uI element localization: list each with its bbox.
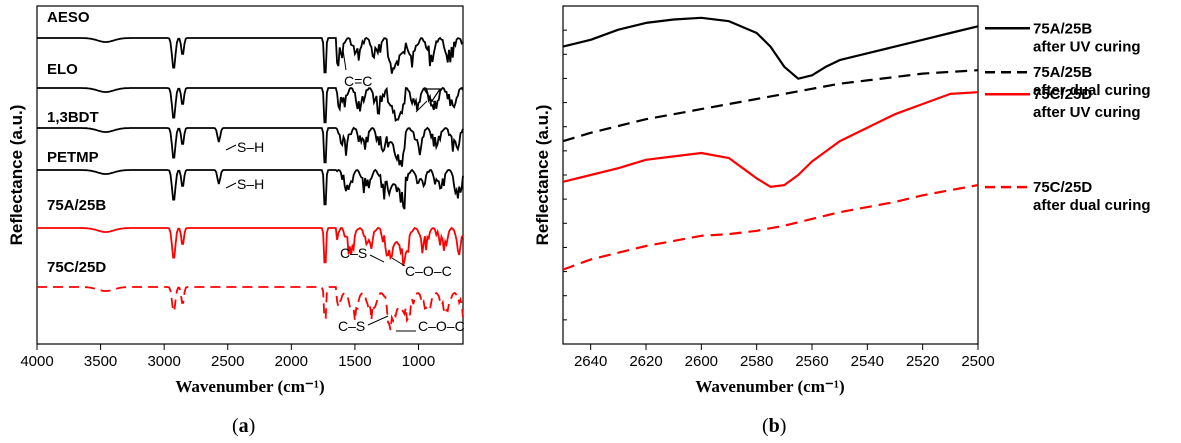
panel-b-xtick-label: 2640	[574, 353, 607, 370]
panel-b-letter: b	[769, 415, 780, 437]
series-label-75a25b: 75A/25B	[47, 197, 106, 214]
panel-a-xtick-label: 1000	[402, 353, 435, 370]
panel-b-xtick-label: 2600	[685, 353, 718, 370]
annot-leader-cs1	[369, 254, 385, 263]
legend-sublabel: after UV curing	[1033, 38, 1141, 55]
legend-label: 75C/25D	[1033, 179, 1092, 196]
panel-b-xtick-label: 2620	[629, 353, 662, 370]
series-curve	[562, 184, 979, 271]
legend-sublabel: after dual curing	[1033, 82, 1151, 99]
panel-b-xtick-label: 2500	[961, 353, 994, 370]
legend-sublabel: after UV curing	[1033, 104, 1141, 121]
annot-leader-sh2	[225, 182, 237, 189]
panel-a-xtick-label: 2500	[211, 353, 244, 370]
panel-b-xtick-label: 2580	[740, 353, 773, 370]
series-curve	[37, 168, 464, 210]
panel-a-xtick-label: 4000	[20, 353, 53, 370]
circle-marker-icon	[429, 100, 435, 106]
series-curve	[562, 91, 979, 188]
panel-a-series-labels: AESO ELO 1,3BDT PETMP 75A/25B 75C/25D	[47, 9, 106, 276]
panel-b-xtick-label: 2560	[795, 353, 828, 370]
annot-leader-epoxy	[415, 100, 428, 113]
panel-b-xlabel: Wavenumber (cm⁻¹)	[695, 377, 844, 396]
series-curve	[37, 226, 464, 267]
panel-b-curves	[562, 16, 979, 271]
series-curve	[37, 126, 464, 167]
panel-b-frame	[562, 5, 979, 345]
legend-label: 75A/25B	[1033, 64, 1092, 81]
series-label-aeso: AESO	[47, 9, 90, 26]
panel-b-y-ticks	[563, 29, 567, 321]
panel-a-xtick-label: 3000	[147, 353, 180, 370]
panel-b-xtick-label: 2520	[906, 353, 939, 370]
series-label-13bdt: 1,3BDT	[47, 109, 99, 126]
series-curve	[37, 286, 464, 331]
annot-cs-2: C–S	[338, 318, 365, 334]
legend-label: 75A/25B	[1033, 20, 1092, 37]
series-label-75c25d: 75C/25D	[47, 259, 106, 276]
annot-cc: C=C	[344, 73, 372, 89]
series-curve	[562, 16, 979, 80]
annot-coc-1: C–O–C	[405, 263, 452, 279]
panel-a-xtick-label: 2000	[275, 353, 308, 370]
annot-leader-cc	[342, 49, 347, 71]
series-curve	[37, 36, 464, 74]
panel-a-xtick-label: 1500	[338, 353, 371, 370]
series-label-petmp: PETMP	[47, 149, 99, 166]
panel-a-letter: a	[239, 415, 249, 437]
annot-cs-1: C–S	[340, 245, 367, 261]
panel-a-caption: (a)	[232, 415, 255, 437]
panel-a-xtick-label: 3500	[84, 353, 117, 370]
series-curve	[562, 69, 979, 143]
panel-a-xlabel: Wavenumber (cm⁻¹)	[175, 377, 324, 396]
panel-a: 4000 3500 3000 2500 2000 1500 1000 Wavenumber …	[7, 5, 465, 437]
panel-a-ylabel: Reflectance (a.u.)	[7, 105, 26, 246]
panel-b-ylabel: Reflectance (a.u.)	[533, 105, 552, 246]
panel-a-curves	[37, 36, 464, 331]
legend-label: 75C/25D	[1033, 86, 1092, 103]
series-label-elo: ELO	[47, 61, 78, 78]
panel-b-xtick-label: 2540	[851, 353, 884, 370]
panel-a-frame	[36, 5, 464, 345]
panel-b-x-ticks: 2640 2620 2600 2580 2560 2540 2520 2500	[574, 344, 995, 370]
annot-leader-coc1	[391, 257, 406, 267]
annot-coc-2: C–O–C	[418, 318, 465, 334]
panel-b-caption: (b)	[762, 415, 786, 437]
annot-leader-cs2	[367, 315, 389, 326]
panel-a-x-ticks: 4000 3500 3000 2500 2000 1500 1000	[20, 344, 435, 370]
panel-a-annotations: C=C S–H S–H C–S C–O–C C–S C–O–C	[225, 49, 465, 334]
annot-sh-1: S–H	[237, 139, 264, 155]
annot-sh-2: S–H	[237, 176, 264, 192]
panel-b: 2640 2620 2600 2580 2560 2540 2520 2500 Wavenum…	[533, 5, 1151, 437]
series-curve	[37, 86, 464, 124]
legend-sublabel: after dual curing	[1033, 197, 1151, 214]
annot-leader-sh1	[225, 144, 237, 151]
triangle-marker-icon	[422, 88, 442, 103]
